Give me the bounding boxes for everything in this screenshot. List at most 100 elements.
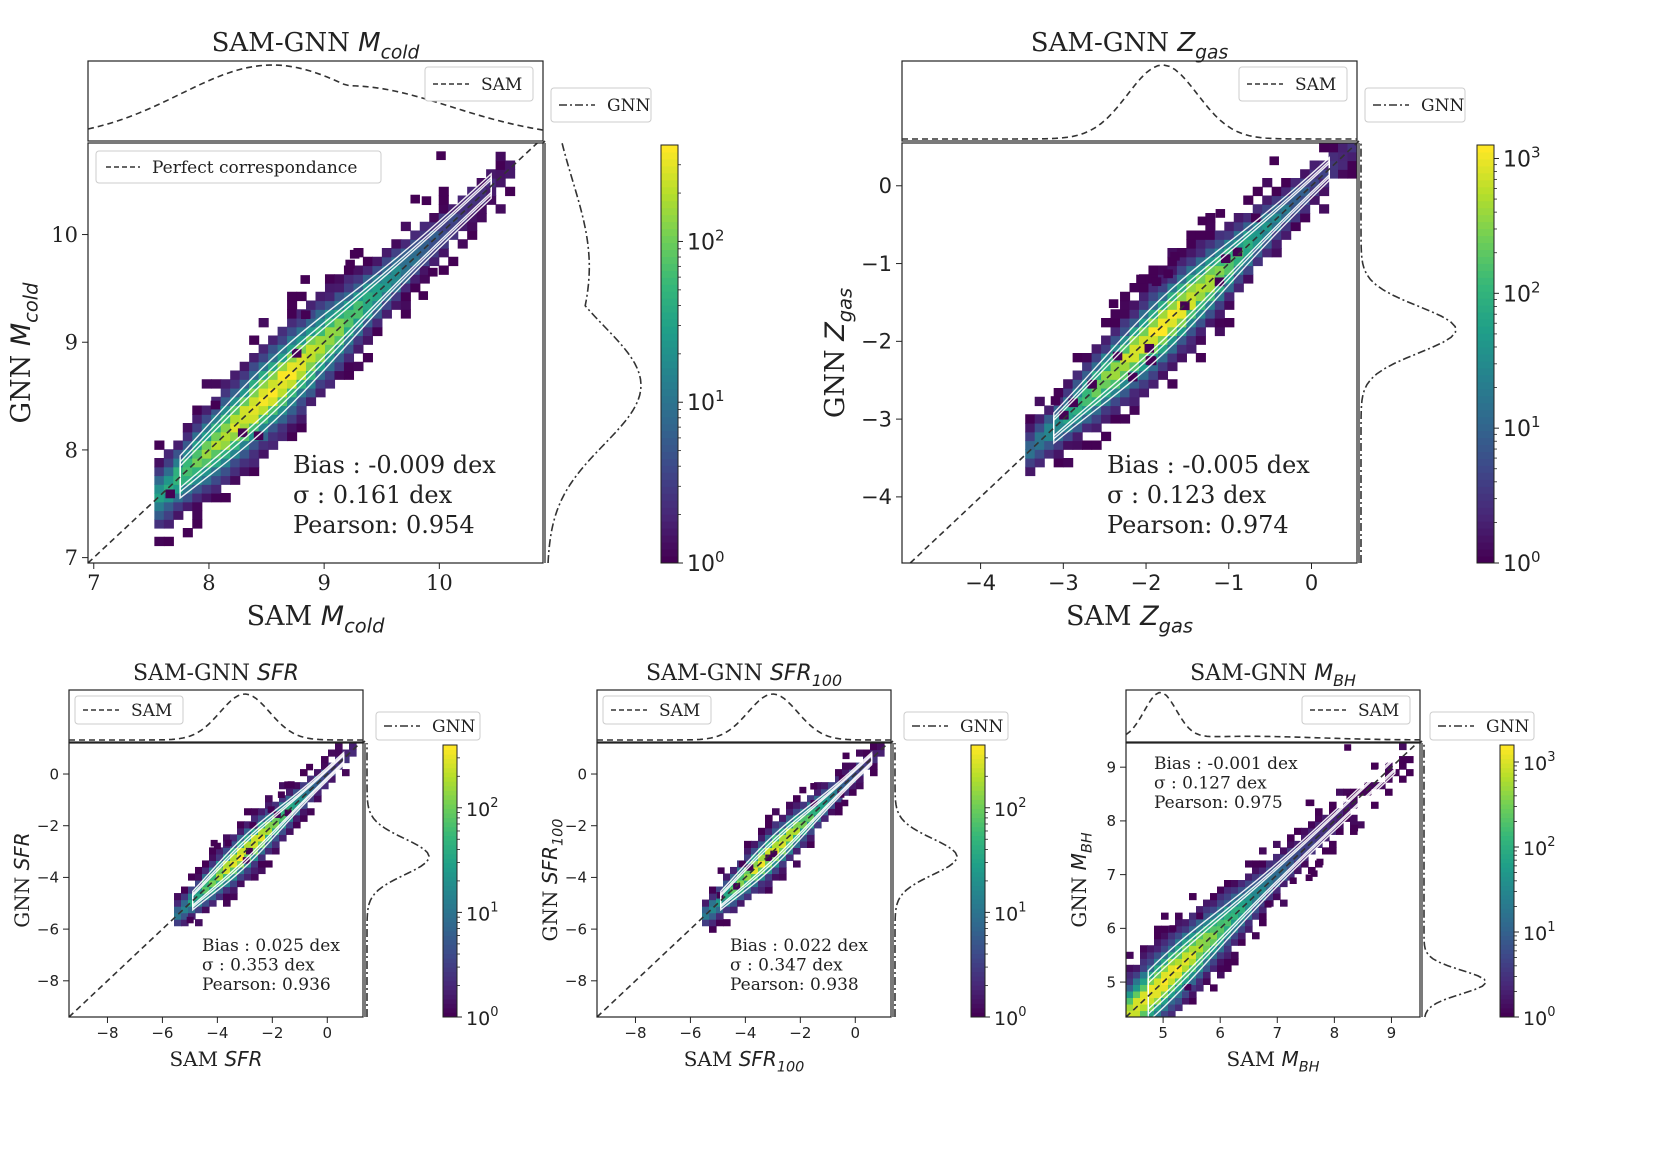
heatmap-cell (1357, 821, 1365, 829)
colorbar-segment (971, 803, 985, 809)
heatmap-cell (779, 866, 787, 875)
colorbar-tick-label: 101 (1503, 413, 1541, 442)
colorbar-segment (1500, 853, 1514, 859)
heatmap-cell (1217, 912, 1225, 920)
stat-line: Pearson: 0.954 (293, 511, 475, 539)
colorbar-segment (971, 813, 985, 819)
heatmap-cell (1126, 964, 1134, 972)
heatmap-cell (201, 405, 212, 415)
heatmap-cell (188, 899, 196, 907)
heatmap-cell (173, 484, 184, 494)
heatmap-cell (1138, 326, 1150, 337)
heatmap-cell (1399, 775, 1407, 783)
colorbar-segment (1477, 507, 1494, 515)
heatmap-cell (315, 353, 326, 363)
heatmap-cell (1343, 808, 1351, 816)
heatmap-cell (258, 449, 269, 459)
heatmap-cell (1203, 964, 1211, 972)
colorbar-segment (443, 790, 457, 796)
heatmap-cell (268, 335, 279, 345)
colorbar-frame (1476, 144, 1495, 564)
colorbar-segment (971, 930, 985, 936)
colorbar-segment (661, 186, 678, 195)
heatmap-cell (1120, 291, 1131, 302)
heatmap-cell (419, 230, 430, 240)
heatmap-cell (495, 151, 506, 162)
heatmap-cell (1129, 405, 1140, 415)
heatmap-cell (1224, 886, 1232, 894)
heatmap-cell (1186, 291, 1197, 302)
colorbar-segment (443, 944, 457, 950)
heatmap-cell (1147, 1010, 1155, 1017)
x-tick-label: 6 (1215, 1024, 1225, 1042)
outlier-cell (1128, 372, 1138, 382)
heatmap-cell (1182, 951, 1190, 959)
heatmap-cell (800, 808, 808, 816)
heatmap-cell (277, 431, 288, 442)
colorbar-segment (1500, 930, 1514, 936)
colorbar-segment (443, 754, 457, 760)
heatmap-cell (400, 274, 411, 284)
contour-line (1147, 755, 1396, 1016)
heatmap-cell (1025, 414, 1036, 424)
ylabel-symbol: SFR (10, 832, 34, 870)
heatmap-cell (154, 510, 165, 520)
heatmap-cell (220, 493, 231, 503)
colorbar-tick-base: 10 (687, 230, 715, 255)
heatmap-cell (230, 414, 241, 424)
outlier-cell (746, 864, 754, 871)
colorbar-tick-base: 10 (1503, 417, 1531, 442)
heatmap-cell (353, 318, 364, 328)
heatmap-cell (277, 361, 288, 372)
heatmap-cell (1176, 353, 1187, 363)
heatmap-cell (1148, 291, 1159, 302)
heatmap-cell (237, 873, 245, 881)
heatmap-cell (828, 782, 836, 790)
heatmap-cell (286, 814, 294, 822)
colorbar-segment (661, 381, 678, 390)
heatmap-cell (1350, 795, 1358, 803)
outlier-cell (291, 348, 302, 358)
heatmap-cell (1034, 440, 1045, 450)
heatmap-cell (1238, 932, 1246, 940)
heatmap-cell (1063, 440, 1074, 450)
perfect-correspondance-line (909, 142, 1358, 564)
colorbar-segment (1500, 962, 1514, 968)
colorbar-segment (971, 926, 985, 932)
heatmap-cell (1281, 221, 1292, 232)
colorbar-tick-exp: 0 (1018, 1005, 1026, 1020)
heatmap-cell (1147, 958, 1155, 966)
heatmap-cell (709, 886, 717, 894)
heatmap-cell (1385, 762, 1393, 770)
y-tick-label: 0 (577, 765, 587, 783)
heatmap-cell (173, 493, 184, 503)
colorbar-segment (971, 822, 985, 828)
heatmap-cell (201, 379, 212, 389)
heatmap-cell (296, 344, 307, 354)
colorbar-segment (1500, 840, 1514, 846)
heatmap-cell (1273, 853, 1281, 862)
heatmap-cell (400, 256, 411, 267)
heatmap-cell (1154, 925, 1162, 933)
colorbar-tick-label: 102 (994, 796, 1026, 821)
heatmap-cell (391, 239, 402, 249)
heatmap-cell (342, 756, 350, 764)
colorbar-tick-label: 103 (1523, 750, 1555, 775)
heatmap-cell (1120, 300, 1131, 310)
heatmap-cell (1101, 431, 1112, 442)
title-subscript: gas (1195, 42, 1228, 63)
heatmap-cell (410, 274, 421, 284)
heatmap-cell (1154, 951, 1162, 959)
heatmap-cell (486, 195, 497, 205)
heatmap-cell (751, 840, 759, 848)
ylabel-subscript: 100 (551, 819, 567, 846)
heatmap-cell (723, 880, 731, 888)
heatmap-cell (211, 440, 222, 450)
heatmap-cell (237, 880, 245, 888)
heatmap-cell (1243, 248, 1254, 258)
heatmap-cell (1262, 195, 1273, 205)
x-tick-label: −2 (1131, 571, 1162, 595)
heatmap-cell (192, 405, 203, 415)
stat-line: Bias : -0.005 dex (1107, 451, 1310, 479)
heatmap-cell (1182, 925, 1190, 933)
